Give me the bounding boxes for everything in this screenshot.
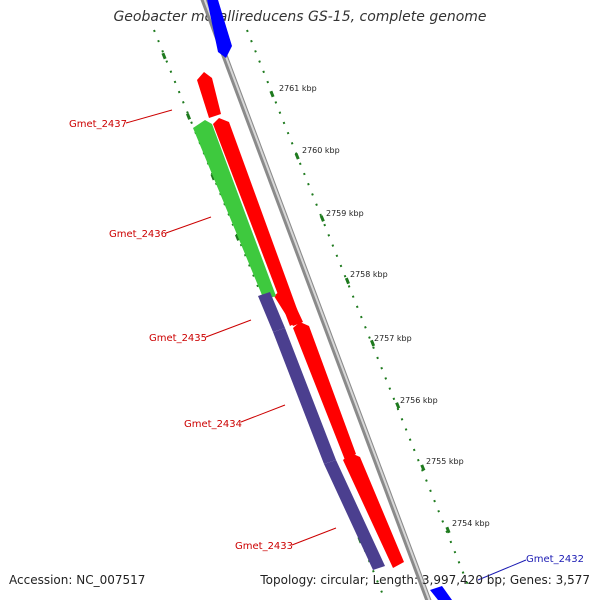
kbp-label: 2755 kbp xyxy=(426,457,464,466)
kbp-label: 2754 kbp xyxy=(452,519,490,528)
outer-major-ticks xyxy=(269,90,451,534)
gene-arrow-gmet-2437 xyxy=(197,72,221,118)
gene-arrow-gmet-2433-forward xyxy=(343,453,404,568)
major-tick xyxy=(319,215,325,222)
accession-label: Accession: NC_007517 xyxy=(9,573,146,587)
major-tick xyxy=(185,113,192,120)
gene-arrow-gmet-2435-forward xyxy=(274,290,303,326)
kbp-label: 2760 kbp xyxy=(302,146,340,155)
gene-label-gmet-2436: Gmet_2436 xyxy=(109,229,167,240)
leader-gmet-2434 xyxy=(240,404,286,423)
major-tick xyxy=(294,152,300,160)
gene-label-gmet-2434: Gmet_2434 xyxy=(184,419,242,430)
genome-summary-label: Topology: circular; Length: 3,997,420 bp… xyxy=(260,573,590,587)
gene-label-gmet-2437: Gmet_2437 xyxy=(69,119,127,130)
kbp-label: 2759 kbp xyxy=(326,209,364,218)
major-tick xyxy=(395,402,401,409)
leader-gmet-2433 xyxy=(291,527,337,546)
gene-label-gmet-2433: Gmet_2433 xyxy=(235,541,293,552)
kbp-label: 2761 kbp xyxy=(279,84,317,93)
gene-label-gmet-2432: Gmet_2432 xyxy=(526,554,584,565)
major-tick xyxy=(210,173,216,181)
gene-arrow-gmet-2433 xyxy=(324,460,385,570)
kbp-label: 2758 kbp xyxy=(350,270,388,279)
leader-gmet-2436 xyxy=(165,216,212,234)
leader-gmet-2435 xyxy=(205,319,252,338)
outer-tick-track xyxy=(246,29,471,591)
genome-backbone-highlight xyxy=(203,0,431,600)
major-tick xyxy=(344,277,350,285)
gene-arrow-gmet-2435 xyxy=(258,292,285,332)
gene-arrow-gmet-2436-forward xyxy=(213,118,301,326)
feature-bottom-blue xyxy=(430,586,452,600)
major-tick xyxy=(420,464,426,472)
kbp-label: 2756 kbp xyxy=(400,396,438,405)
major-tick xyxy=(234,234,241,241)
gene-label-gmet-2435: Gmet_2435 xyxy=(149,333,207,344)
major-tick xyxy=(445,526,451,534)
kbp-label: 2757 kbp xyxy=(374,334,412,343)
major-tick xyxy=(161,52,167,60)
major-tick xyxy=(269,90,275,98)
gene-arrow-gmet-2434-forward xyxy=(293,322,356,460)
major-tick xyxy=(370,339,376,347)
gene-arrow-gmet-2434 xyxy=(273,328,336,464)
feature-top-blue xyxy=(207,0,232,58)
leader-gmet-2437 xyxy=(125,109,173,124)
leader-gmet-2432 xyxy=(477,559,527,581)
gene-arrow-gmet-2436 xyxy=(193,120,276,300)
